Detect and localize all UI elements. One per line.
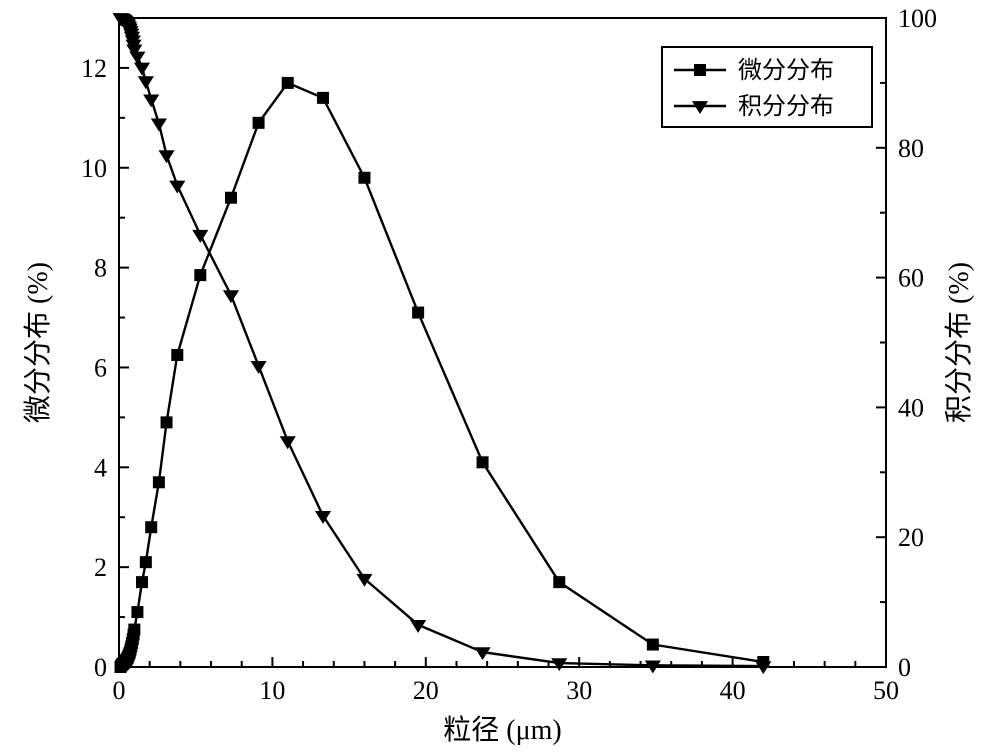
series-diff-marker	[647, 639, 659, 651]
y-right-tick-label: 100	[898, 4, 937, 33]
series-diff-marker	[225, 192, 237, 204]
series-cum	[112, 13, 771, 674]
series-cum-marker	[251, 361, 267, 374]
series-diff	[115, 77, 770, 673]
series-diff-marker	[412, 307, 424, 319]
y-left-tick-label: 6	[94, 353, 107, 382]
x-axis-title: 粒径 (μm)	[443, 714, 561, 746]
series-diff-marker	[194, 269, 206, 281]
series-diff-marker	[253, 117, 265, 129]
series-diff-marker	[161, 416, 173, 428]
series-diff-marker	[553, 576, 565, 588]
y-left-tick-label: 10	[81, 154, 107, 183]
series-diff-marker	[477, 456, 489, 468]
chart-svg: 0 10 20 30 40 50 粒径 (μm) 0 2 4 6 8 10 12 微分分布 (%) 0 20 40…	[0, 0, 1000, 754]
series-diff-marker	[128, 624, 140, 636]
x-tick-label: 10	[259, 676, 285, 705]
series-cum-marker	[315, 511, 331, 524]
series-cum-marker	[129, 52, 145, 65]
series-cum-marker	[151, 118, 167, 131]
series-diff-line	[121, 83, 764, 667]
y-left-tick-label: 2	[94, 553, 107, 582]
y-left-axis-title: 微分分布 (%)	[22, 262, 54, 423]
legend-label-cum: 积分分布	[738, 93, 834, 120]
y-right-tick-label: 80	[898, 134, 924, 163]
series-cum-marker	[158, 150, 174, 163]
series-cum-marker	[223, 290, 239, 303]
y-right-tick-label: 0	[898, 653, 911, 682]
x-tick-label: 50	[873, 676, 899, 705]
y-right-tick-label: 40	[898, 393, 924, 422]
series-cum-marker	[138, 76, 154, 89]
series-diff-marker	[358, 172, 370, 184]
x-tick-label: 30	[566, 676, 592, 705]
series-diff-marker	[131, 606, 143, 618]
y-right-tick-label: 60	[898, 264, 924, 293]
series-diff-marker	[317, 92, 329, 104]
series-cum-marker	[169, 181, 185, 194]
series-diff-marker	[145, 521, 157, 533]
series-cum-marker	[143, 94, 159, 107]
series-cum-marker	[134, 63, 150, 76]
x-tick-label: 0	[113, 676, 126, 705]
series-cum-marker	[551, 658, 567, 671]
legend: 微分分布积分分布	[662, 47, 872, 127]
legend-label-diff: 微分分布	[738, 57, 834, 84]
series-cum-marker	[280, 436, 296, 449]
series-diff-marker	[171, 349, 183, 361]
y-right-tick-label: 20	[898, 523, 924, 552]
particle-size-chart: 0 10 20 30 40 50 粒径 (μm) 0 2 4 6 8 10 12 微分分布 (%) 0 20 40…	[0, 0, 1000, 754]
y-left-tick-label: 0	[94, 653, 107, 682]
y-left-tick-label: 8	[94, 254, 107, 283]
series-diff-marker	[153, 476, 165, 488]
legend-sample-marker-cum	[692, 101, 708, 114]
y-left-tick-label: 12	[81, 54, 107, 83]
series-diff-marker	[282, 77, 294, 89]
x-tick-label: 20	[413, 676, 439, 705]
y-right-axis-title: 积分分布 (%)	[943, 262, 975, 423]
y-left-tick-label: 4	[94, 453, 107, 482]
series-diff-marker	[140, 556, 152, 568]
series-cum-marker	[192, 230, 208, 243]
series-cum-line	[121, 18, 764, 666]
legend-sample-marker-diff	[694, 64, 706, 76]
series-diff-marker	[136, 576, 148, 588]
x-tick-label: 40	[720, 676, 746, 705]
